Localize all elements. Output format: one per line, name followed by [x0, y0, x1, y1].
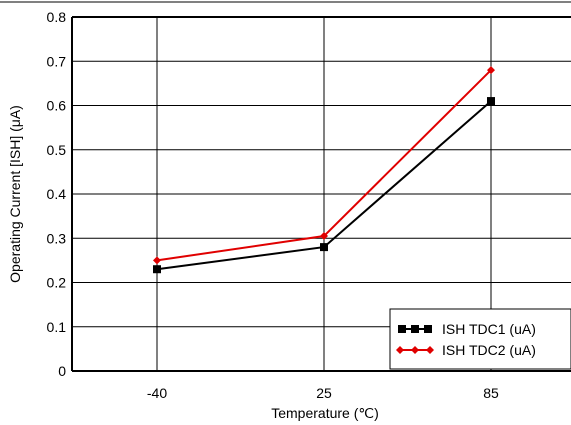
- x-axis-title: Temperature (℃): [271, 405, 379, 421]
- y-tick-labels: 0 0.1 0.2 0.3 0.4 0.5 0.6 0.7 0.8: [47, 9, 67, 379]
- legend-marker-diamond: [426, 346, 434, 354]
- y-tick-label: 0.1: [47, 319, 67, 335]
- y-axis-title: Operating Current [ISH] (μA): [7, 105, 23, 283]
- x-tick-label: 25: [316, 385, 332, 401]
- y-tick-label: 0.3: [47, 230, 67, 246]
- x-tick-label: 85: [483, 385, 499, 401]
- data-point-square: [320, 243, 328, 252]
- y-tick-label: 0.7: [47, 53, 67, 69]
- x-tick-labels: -40 25 85: [147, 385, 499, 401]
- legend-label: ISH TDC2 (uA): [442, 342, 536, 358]
- data-point-diamond: [153, 256, 161, 265]
- legend-marker-diamond: [396, 346, 404, 354]
- y-tick-label: 0.2: [47, 275, 67, 291]
- legend-box: [389, 308, 571, 370]
- legend: ISH TDC1 (uA) ISH TDC2 (uA): [389, 308, 571, 370]
- legend-marker-diamond: [411, 346, 419, 354]
- data-point-square: [153, 265, 161, 274]
- data-point-diamond: [487, 66, 495, 75]
- legend-marker-square: [398, 325, 406, 333]
- y-tick-label: 0.6: [47, 98, 67, 114]
- x-tick-label: -40: [147, 385, 167, 401]
- y-tick-label: 0.4: [47, 186, 67, 202]
- y-tick-label: 0.8: [47, 9, 67, 25]
- data-point-diamond: [320, 232, 328, 241]
- y-tick-label: 0.5: [47, 142, 67, 158]
- grid-lines: [71, 16, 571, 372]
- y-tick-label: 0: [58, 363, 66, 379]
- legend-marker-square: [411, 325, 419, 333]
- legend-label: ISH TDC1 (uA): [442, 321, 536, 337]
- data-point-square: [487, 97, 495, 106]
- legend-marker-square: [424, 325, 432, 333]
- series-group: [153, 66, 495, 274]
